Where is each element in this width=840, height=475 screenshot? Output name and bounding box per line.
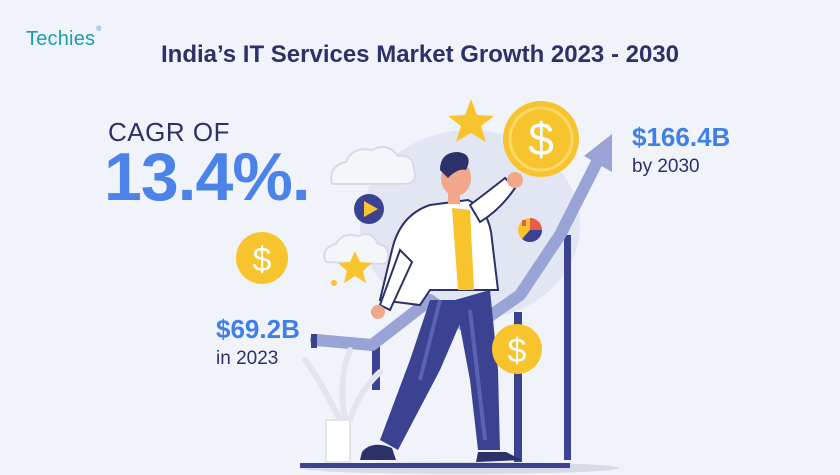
value-2030-amount: $166.4B [632,122,731,152]
bar [372,338,380,390]
plant-icon [302,347,383,423]
arrow-head [584,134,612,172]
bar [564,235,571,460]
dollar-coin-icon: $ [503,101,579,177]
cagr-label: CAGR OF [108,117,230,147]
cloud-icon [330,146,416,185]
cloud-icon [323,233,390,266]
star-icon [338,251,372,283]
value-2023-amount: $69.2B [216,314,300,344]
person-illustration [360,152,523,462]
page-title: India’s IT Services Market Growth 2023 -… [160,41,679,68]
dot [331,280,337,286]
registered-mark: ® [96,26,102,33]
svg-text:$: $ [528,113,554,165]
ground-line [300,463,570,468]
star-icon [448,99,494,142]
cagr-value: 13.4%. [104,139,311,215]
bar [514,312,522,462]
svg-text:$: $ [508,332,527,370]
brand-logo[interactable]: Techies® [26,26,102,51]
play-icon [354,194,384,224]
dollar-coin-icon: $ [236,232,288,284]
plant-pot [325,419,351,463]
mini-bar [522,220,526,226]
value-2023-block: $69.2B in 2023 [216,314,300,370]
brand-name: Techies [26,28,96,50]
dollar-coin-icon: $ [492,324,542,374]
svg-text:$: $ [253,241,272,279]
value-2023-caption: in 2023 [216,348,279,369]
line-start-marker [311,334,317,348]
pie-chart-icon [518,218,543,243]
value-2030-block: $166.4B by 2030 [632,122,730,178]
value-2030-caption: by 2030 [632,156,700,177]
